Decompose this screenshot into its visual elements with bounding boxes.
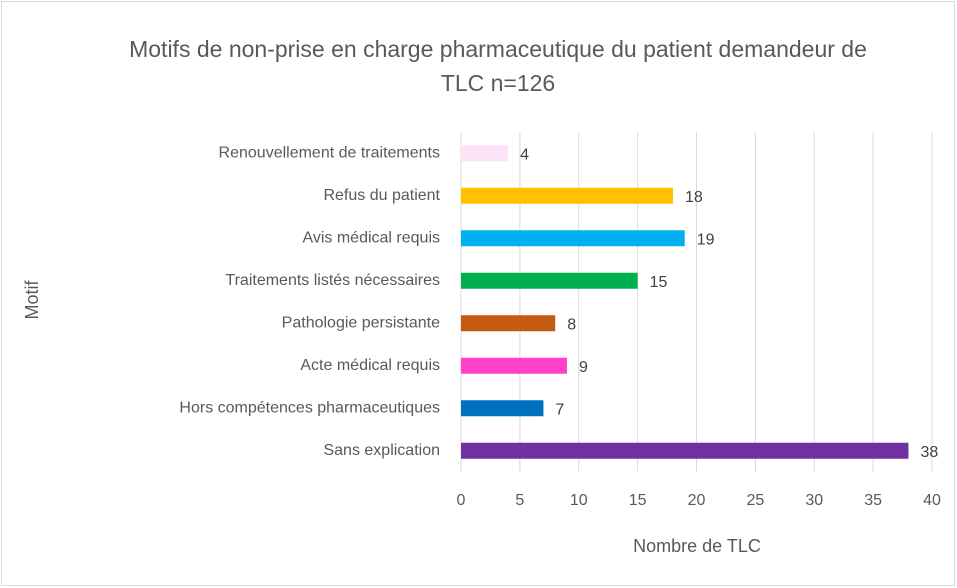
- chart-title: Motifs de non-prise en charge pharmaceut…: [129, 36, 867, 96]
- bar: [461, 315, 556, 332]
- data-label: 15: [650, 274, 668, 291]
- x-tick-label: 40: [923, 492, 941, 509]
- x-tick-label: 30: [805, 492, 823, 509]
- x-tick-label: 15: [629, 492, 647, 509]
- data-label: 38: [920, 444, 938, 461]
- bar: [461, 187, 673, 204]
- x-tick-label: 10: [570, 492, 588, 509]
- data-label: 19: [697, 231, 715, 248]
- data-label: 9: [579, 359, 588, 376]
- y-tick-label: Sans explication: [323, 442, 440, 459]
- data-label: 18: [685, 189, 703, 206]
- y-tick-label: Hors compétences pharmaceutiques: [179, 399, 440, 416]
- data-label: 8: [567, 316, 576, 333]
- bar: [461, 400, 544, 417]
- bar: [461, 145, 509, 162]
- x-axis-label: Nombre de TLC: [633, 536, 761, 556]
- y-tick-label: Avis médical requis: [302, 229, 440, 246]
- x-tick-label: 0: [457, 492, 466, 509]
- x-tick-label: 20: [688, 492, 706, 509]
- y-tick-label: Acte médical requis: [300, 357, 440, 374]
- bar: [461, 272, 638, 289]
- x-tick-label: 25: [746, 492, 764, 509]
- bar: [461, 230, 685, 247]
- bar: [461, 357, 567, 374]
- y-tick-label: Renouvellement de traitements: [219, 144, 440, 161]
- bar: [461, 442, 909, 459]
- y-tick-label: Pathologie persistante: [282, 314, 440, 331]
- x-tick-label: 5: [515, 492, 524, 509]
- data-label: 7: [555, 401, 564, 418]
- data-label: 4: [520, 146, 529, 163]
- y-tick-label: Refus du patient: [323, 187, 440, 204]
- y-axis-label: Motif: [22, 280, 42, 320]
- y-tick-label: Traitements listés nécessaires: [225, 272, 440, 289]
- x-tick-label: 35: [864, 492, 882, 509]
